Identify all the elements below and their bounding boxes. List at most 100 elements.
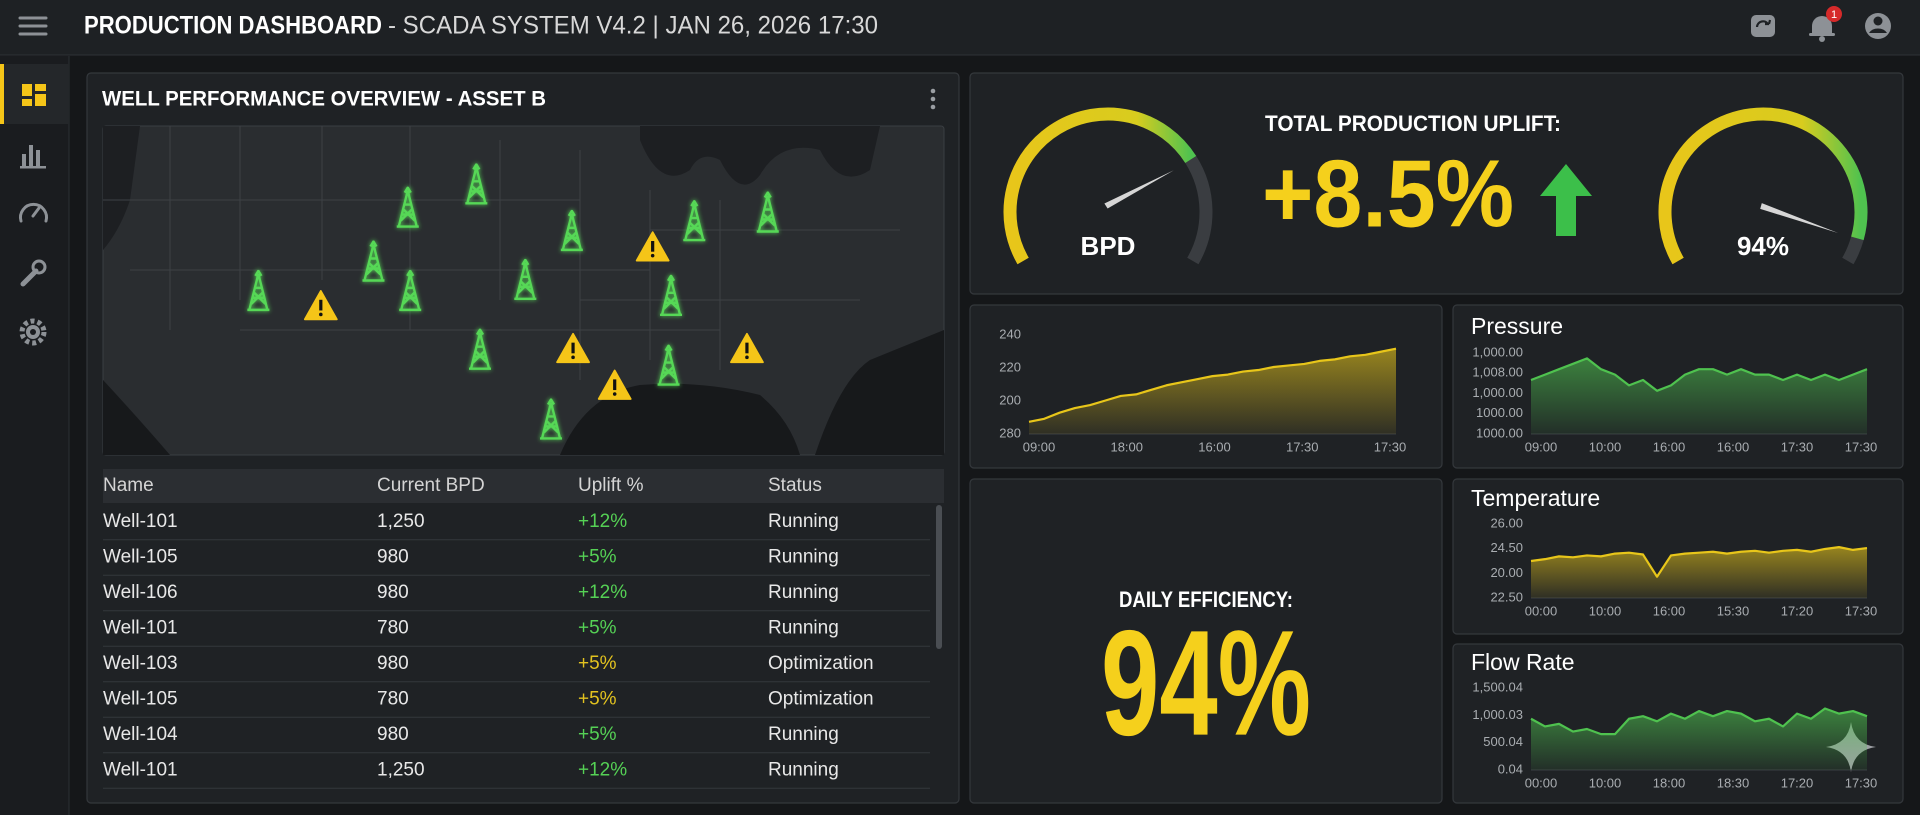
line xyxy=(1028,347,1397,423)
y-tick-label: 220 xyxy=(999,359,1021,374)
x-tick-label: 10:00 xyxy=(1589,775,1622,790)
nav-gauges[interactable] xyxy=(19,203,48,223)
table-cell: Well-106 xyxy=(103,582,178,603)
table-cell: 980 xyxy=(377,653,409,674)
x-tick-label: 18:00 xyxy=(1653,775,1686,790)
y-tick-label: 0.04 xyxy=(1498,761,1523,776)
table-cell: +5% xyxy=(578,724,617,745)
efficiency-label: DAILY EFFICIENCY: xyxy=(1119,587,1293,612)
sidebar xyxy=(0,56,69,815)
gauge-track xyxy=(1842,236,1864,265)
x-tick-label: 17:20 xyxy=(1781,603,1814,618)
nav-settings[interactable] xyxy=(19,318,47,346)
x-tick-label: 10:00 xyxy=(1589,603,1622,618)
notifications-button[interactable]: 1 xyxy=(1809,6,1842,42)
column-header: Uplift % xyxy=(578,475,644,496)
gauge-needle xyxy=(1760,203,1839,233)
table-cell: Optimization xyxy=(768,653,874,674)
panel-title: WELL PERFORMANCE OVERVIEW - ASSET B xyxy=(102,88,546,111)
y-tick-label: 1,000.00 xyxy=(1472,385,1523,400)
area xyxy=(1531,358,1867,434)
table-cell: Well-104 xyxy=(103,724,178,745)
y-tick-label: 280 xyxy=(999,425,1021,440)
x-tick-label: 17:30 xyxy=(1845,603,1878,618)
nav-analytics[interactable] xyxy=(20,145,46,169)
y-tick-label: 1,500.04 xyxy=(1472,679,1523,694)
table-cell: Running xyxy=(768,724,839,745)
table-cell: Well-101 xyxy=(103,760,178,781)
x-tick-label: 00:00 xyxy=(1525,603,1558,618)
panel-menu[interactable] xyxy=(930,88,936,110)
table-cell: +12% xyxy=(578,582,627,603)
table-cell: Well-101 xyxy=(103,618,178,639)
table-cell: Running xyxy=(768,618,839,639)
table-scrollbar[interactable] xyxy=(936,505,942,649)
app-title: PRODUCTION DASHBOARD xyxy=(84,12,382,40)
y-tick-label: 1,000.03 xyxy=(1472,707,1523,722)
y-tick-label: 240 xyxy=(999,326,1021,341)
nav-dashboard[interactable] xyxy=(0,64,69,124)
x-tick-label: 17:20 xyxy=(1781,775,1814,790)
line xyxy=(1530,546,1868,578)
gauge-arc xyxy=(1003,107,1197,265)
refresh-button[interactable] xyxy=(1751,15,1775,37)
x-tick-label: 17:30 xyxy=(1286,439,1319,454)
table-cell: 980 xyxy=(377,724,409,745)
table-cell: +12% xyxy=(578,760,627,781)
area xyxy=(1531,547,1867,598)
gauge-track xyxy=(1185,156,1213,265)
uplift-value: +8.5% xyxy=(1262,140,1514,247)
nav-tools[interactable] xyxy=(20,259,47,287)
x-tick-label: 16:00 xyxy=(1653,603,1686,618)
x-tick-label: 17:30 xyxy=(1374,439,1407,454)
chart-title: Temperature xyxy=(1471,485,1600,511)
y-tick-label: 1000.00 xyxy=(1476,405,1523,420)
table-cell: +5% xyxy=(578,618,617,639)
uplift-arrow xyxy=(1540,164,1592,236)
column-header: Status xyxy=(768,475,822,496)
x-tick-label: 17:30 xyxy=(1845,439,1878,454)
table-cell: Running xyxy=(768,760,839,781)
x-tick-label: 16:00 xyxy=(1653,439,1686,454)
line xyxy=(1530,707,1868,736)
table-cell: +5% xyxy=(578,689,617,710)
table-cell: Well-105 xyxy=(103,547,178,568)
x-tick-label: 18:00 xyxy=(1110,439,1143,454)
y-tick-label: 1000.00 xyxy=(1476,425,1523,440)
x-tick-label: 18:30 xyxy=(1717,775,1750,790)
account-button[interactable] xyxy=(1865,13,1891,39)
x-tick-label: 09:00 xyxy=(1525,439,1558,454)
table-header xyxy=(103,469,944,503)
x-tick-label: 15:30 xyxy=(1717,603,1750,618)
map xyxy=(102,125,945,456)
x-tick-label: 09:00 xyxy=(1023,439,1056,454)
table-cell: Well-101 xyxy=(103,511,178,532)
menu-button[interactable] xyxy=(18,16,48,36)
y-tick-label: 20.00 xyxy=(1490,565,1523,580)
table-cell: +12% xyxy=(578,511,627,532)
chart-title: Flow Rate xyxy=(1471,649,1575,675)
area xyxy=(1029,348,1396,434)
gauge-needle xyxy=(1104,170,1174,209)
y-tick-label: 1,000.00 xyxy=(1472,344,1523,359)
efficiency-value: 94% xyxy=(1101,599,1311,767)
line xyxy=(1530,357,1868,392)
column-header: Current BPD xyxy=(377,475,485,496)
y-tick-label: 24.50 xyxy=(1490,540,1523,555)
y-tick-label: 200 xyxy=(999,392,1021,407)
table-cell: Running xyxy=(768,547,839,568)
y-tick-label: 1,008.00 xyxy=(1472,365,1523,380)
gauge-arc xyxy=(1658,107,1868,265)
table-cell: +5% xyxy=(578,653,617,674)
y-tick-label: 22.50 xyxy=(1490,589,1523,604)
column-header: Name xyxy=(103,475,154,496)
table-cell: 1,250 xyxy=(377,511,425,532)
area xyxy=(1531,708,1867,770)
table-cell: 1,250 xyxy=(377,760,425,781)
table-cell: Well-105 xyxy=(103,689,178,710)
x-tick-label: 17:30 xyxy=(1845,775,1878,790)
notification-count: 1 xyxy=(1831,9,1837,21)
efficiency-panel xyxy=(969,478,1443,804)
